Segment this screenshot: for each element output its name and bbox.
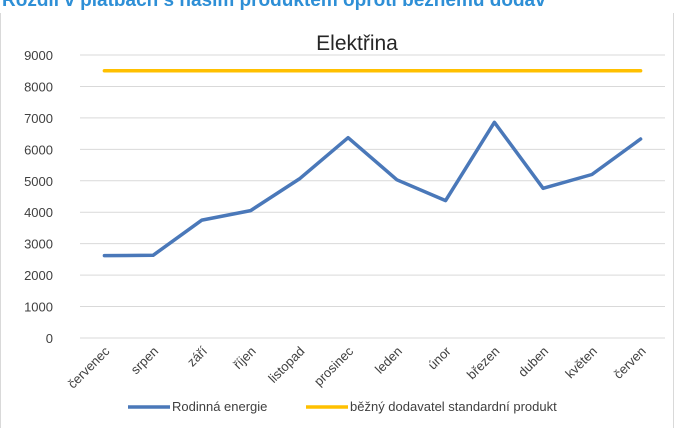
series-lines bbox=[102, 68, 643, 258]
chart-title: Elektřina bbox=[316, 32, 398, 55]
legend: Rodinná energie běžný dodavatel standardn… bbox=[128, 399, 557, 414]
y-tick-label: 4000 bbox=[24, 205, 53, 220]
x-tick-label: září bbox=[184, 343, 210, 369]
x-tick-label: únor bbox=[425, 343, 454, 372]
page-heading: Rozdíl v platbách s naším produktem opro… bbox=[0, 0, 675, 12]
x-axis-ticks: červenec srpen září říjen listopad prosinec le… bbox=[65, 343, 649, 391]
y-tick-label: 1000 bbox=[24, 300, 53, 315]
y-tick-label: 0 bbox=[46, 331, 53, 346]
y-tick-label: 3000 bbox=[24, 237, 53, 252]
legend-label: běžný dodavatel standardní produkt bbox=[350, 399, 557, 414]
y-tick-label: 8000 bbox=[24, 79, 53, 94]
page-heading-text: Rozdíl v platbách s naším produktem opro… bbox=[2, 0, 546, 11]
x-tick-label: leden bbox=[372, 344, 405, 377]
x-tick-label: srpen bbox=[128, 344, 162, 378]
y-tick-label: 6000 bbox=[24, 142, 53, 157]
x-tick-label: červenec bbox=[65, 343, 113, 391]
x-tick-label: listopad bbox=[265, 344, 307, 386]
x-tick-label: červen bbox=[611, 344, 649, 382]
x-tick-label: prosinec bbox=[311, 343, 357, 389]
y-tick-label: 9000 bbox=[24, 48, 53, 63]
chart-frame bbox=[0, 13, 674, 428]
y-axis-ticks: 0 1000 2000 3000 4000 5000 6000 7000 8000 9000 bbox=[24, 48, 53, 346]
y-tick-label: 2000 bbox=[24, 268, 53, 283]
y-tick-label: 5000 bbox=[24, 174, 53, 189]
x-tick-label: březen bbox=[464, 344, 503, 383]
x-tick-label: květen bbox=[562, 344, 600, 382]
series-line bbox=[102, 120, 643, 258]
legend-label: Rodinná energie bbox=[172, 399, 267, 414]
gridlines bbox=[80, 54, 665, 339]
x-tick-label: duben bbox=[515, 344, 551, 380]
x-tick-label: říjen bbox=[230, 344, 258, 372]
y-tick-label: 7000 bbox=[24, 111, 53, 126]
